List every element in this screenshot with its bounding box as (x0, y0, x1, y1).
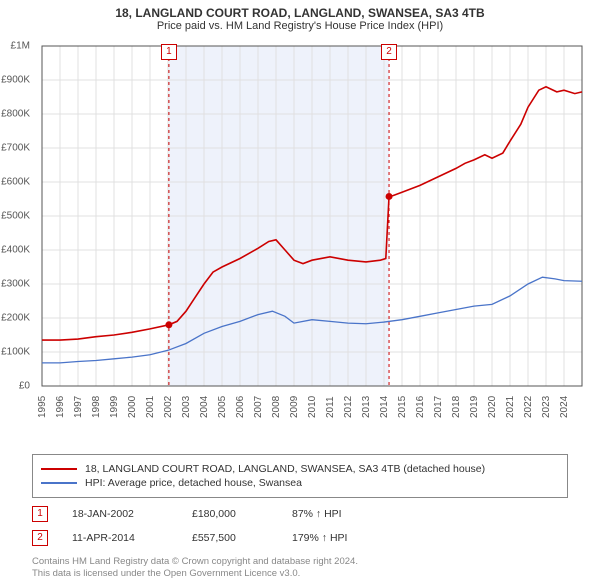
sale-marker-1: 1 (161, 44, 177, 60)
sale-row: 1 18-JAN-2002£180,00087% ↑ HPI (32, 506, 568, 522)
legend-swatch (41, 482, 77, 484)
y-tick-label: £500K (0, 211, 30, 222)
legend-swatch (41, 468, 77, 470)
y-tick-label: £200K (0, 313, 30, 324)
sale-marker-icon: 1 (32, 506, 48, 522)
price-chart: £0£100K£200K£300K£400K£500K£600K£700K£80… (32, 36, 592, 416)
footer-line-2: This data is licensed under the Open Gov… (32, 568, 568, 580)
y-tick-label: £0 (0, 381, 30, 392)
chart-svg (32, 36, 592, 416)
sale-hpi: 87% ↑ HPI (292, 508, 392, 520)
sale-price: £557,500 (192, 532, 292, 544)
y-tick-label: £700K (0, 143, 30, 154)
y-tick-label: £800K (0, 109, 30, 120)
sale-date: 18-JAN-2002 (72, 508, 192, 520)
y-tick-label: £600K (0, 177, 30, 188)
y-tick-label: £400K (0, 245, 30, 256)
legend-label: HPI: Average price, detached house, Swan… (85, 477, 302, 489)
legend-row: HPI: Average price, detached house, Swan… (41, 477, 559, 489)
sale-date: 11-APR-2014 (72, 532, 192, 544)
sale-price: £180,000 (192, 508, 292, 520)
y-tick-label: £1M (0, 41, 30, 52)
sale-row: 2 11-APR-2014£557,500179% ↑ HPI (32, 530, 568, 546)
legend-label: 18, LANGLAND COURT ROAD, LANGLAND, SWANS… (85, 463, 485, 475)
sale-marker-icon: 2 (32, 530, 48, 546)
y-tick-label: £100K (0, 347, 30, 358)
legend-box: 18, LANGLAND COURT ROAD, LANGLAND, SWANS… (32, 454, 568, 498)
x-tick-label: 2024 (559, 396, 600, 418)
y-tick-label: £900K (0, 75, 30, 86)
footer-line-1: Contains HM Land Registry data © Crown c… (32, 556, 568, 568)
y-tick-label: £300K (0, 279, 30, 290)
sale-marker-2: 2 (381, 44, 397, 60)
sale-hpi: 179% ↑ HPI (292, 532, 392, 544)
page-subtitle: Price paid vs. HM Land Registry's House … (0, 20, 600, 36)
legend-row: 18, LANGLAND COURT ROAD, LANGLAND, SWANS… (41, 463, 559, 475)
page-title: 18, LANGLAND COURT ROAD, LANGLAND, SWANS… (0, 0, 600, 20)
